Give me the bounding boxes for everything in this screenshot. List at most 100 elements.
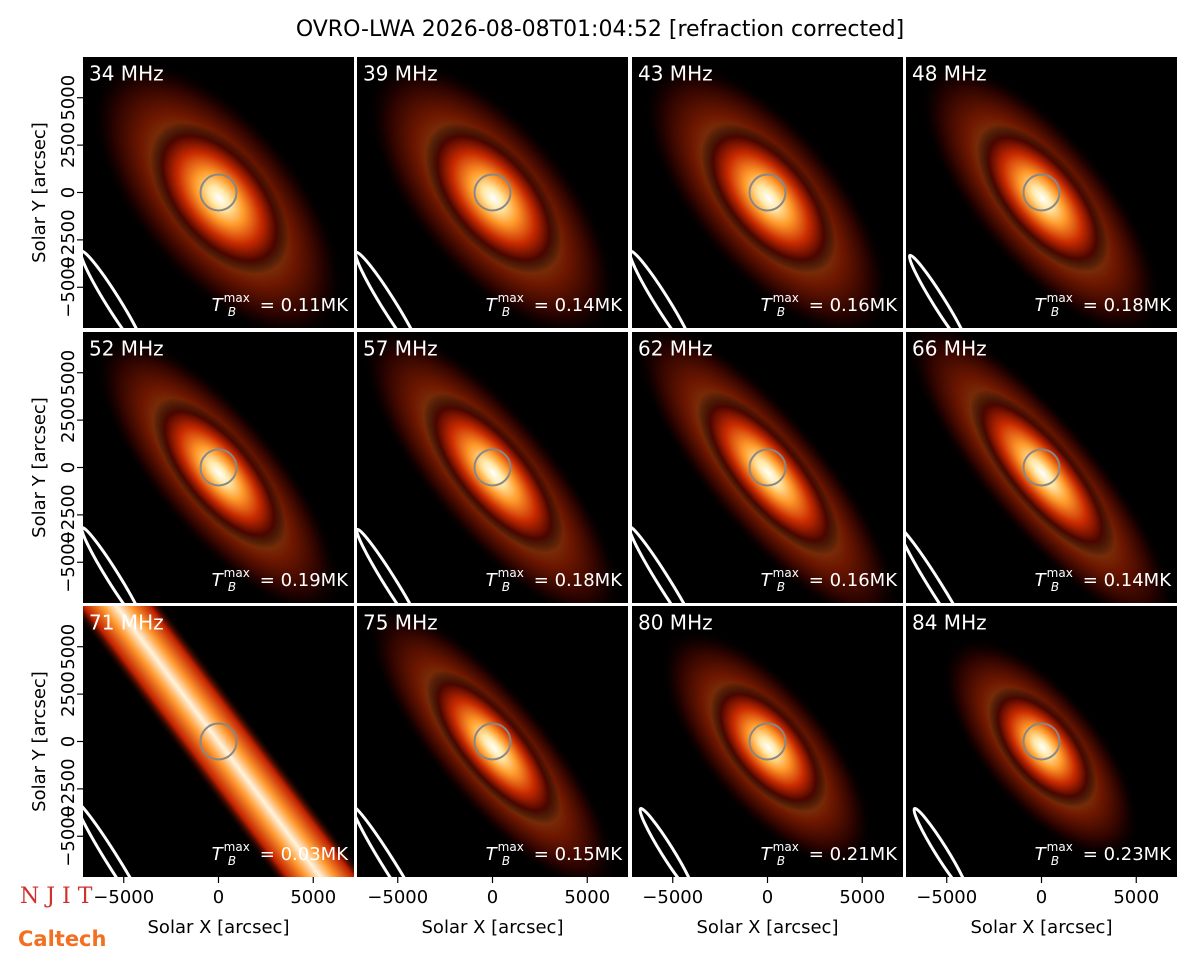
tb-value: = 0.23MK [1077,844,1172,865]
emission-blob [152,397,286,549]
emission-blob [988,687,1097,808]
y-tick-label: 5000 [58,624,79,670]
x-tick-label: 0 [1036,887,1047,908]
tb-sub: B [502,580,510,594]
solar-disk [748,173,787,212]
panel [632,606,903,877]
tb-annotation: Tmax B = 0.16MK [761,566,899,594]
tb-value: = 0.21MK [803,844,898,865]
beam [357,805,429,877]
solar-disk [473,173,512,212]
x-tick-label: 0 [213,887,224,908]
panel-label: 75 MHz [363,611,438,635]
tb-symbol: T [486,295,499,316]
beam [357,527,425,603]
solar-disk [1022,722,1061,761]
tb-symbol: T [212,570,225,591]
emission-blob [150,122,289,275]
tb-symbol: T [1035,570,1048,591]
solar-disk [1022,173,1061,212]
emission-blob [697,391,840,555]
x-tick-label: −5000 [642,887,703,908]
njit-logo: N J I T [20,884,93,909]
tb-sup: max [1047,566,1073,580]
tb-symbol: T [212,295,225,316]
tb-value: = 0.18MK [528,570,623,591]
beam [912,806,970,877]
y-tick-label: 0 [58,736,79,747]
y-tick-label: −2500 [58,758,79,819]
panel [357,332,628,603]
x-tick-label: 0 [487,887,498,908]
tb-sub: B [502,854,510,868]
tb-annotation: Tmax B = 0.16MK [761,291,899,319]
tb-sup: max [498,291,524,305]
tb-sub: B [502,305,510,319]
tb-sub: B [777,305,785,319]
tb-sub: B [777,854,785,868]
tb-value: = 0.14MK [1077,570,1172,591]
solar-disk [199,448,238,487]
beam [357,250,424,328]
figure-title: OVRO-LWA 2026-08-08T01:04:52 [refraction… [296,17,904,42]
tb-symbol: T [761,844,774,865]
panel-label: 52 MHz [89,337,164,361]
panel [906,332,1177,603]
tb-symbol: T [1035,844,1048,865]
tb-symbol: T [486,844,499,865]
x-tick-label: 5000 [839,887,885,908]
beam [906,526,975,603]
tb-sub: B [777,580,785,594]
solar-disk [1022,448,1061,487]
beam [638,806,696,877]
tb-annotation: Tmax B = 0.03MK [212,840,350,868]
panel-label: 48 MHz [912,62,987,86]
x-tick-label: 5000 [564,887,610,908]
y-axis-label: Solar Y [arcsec] [29,397,50,538]
tb-annotation: Tmax B = 0.14MK [1035,566,1173,594]
x-tick-label: 5000 [290,887,336,908]
y-tick-label: −2500 [58,209,79,270]
tb-sub: B [228,854,236,868]
panel-label: 43 MHz [638,62,713,86]
tb-sup: max [224,291,250,305]
panel-label: 39 MHz [363,62,438,86]
panel [83,57,354,328]
tb-annotation: Tmax B = 0.19MK [212,566,350,594]
x-tick-label: −5000 [93,887,154,908]
panel-label: 34 MHz [89,62,164,86]
panel-label: 71 MHz [89,611,164,635]
x-tick-label: −5000 [916,887,977,908]
beam [632,249,696,328]
y-tick-label: 0 [58,187,79,198]
emission-band [83,606,354,877]
tb-sub: B [1051,854,1059,868]
y-tick-label: −5000 [58,257,79,318]
x-tick-label: 5000 [1113,887,1159,908]
solar-disk [199,173,238,212]
tb-annotation: Tmax B = 0.18MK [486,566,624,594]
tb-annotation: Tmax B = 0.18MK [1035,291,1173,319]
panel [632,57,903,328]
tb-sup: max [1047,840,1073,854]
tb-sub: B [1051,305,1059,319]
tb-symbol: T [486,570,499,591]
tb-symbol: T [761,295,774,316]
solar-disk [748,448,787,487]
tb-annotation: Tmax B = 0.11MK [212,291,350,319]
solar-disk [473,448,512,487]
tb-sup: max [498,840,524,854]
emission-blob [970,389,1115,557]
solar-disk [473,722,512,761]
tb-symbol: T [761,570,774,591]
panel-label: 80 MHz [638,611,713,635]
y-tick-label: 0 [58,462,79,473]
tb-annotation: Tmax B = 0.21MK [761,840,899,868]
panel [83,606,354,877]
panel-label: 66 MHz [912,337,987,361]
panel [906,606,1177,877]
x-axis-label: Solar X [arcsec] [148,917,290,938]
tb-sup: max [224,566,250,580]
y-tick-label: −5000 [58,806,79,867]
